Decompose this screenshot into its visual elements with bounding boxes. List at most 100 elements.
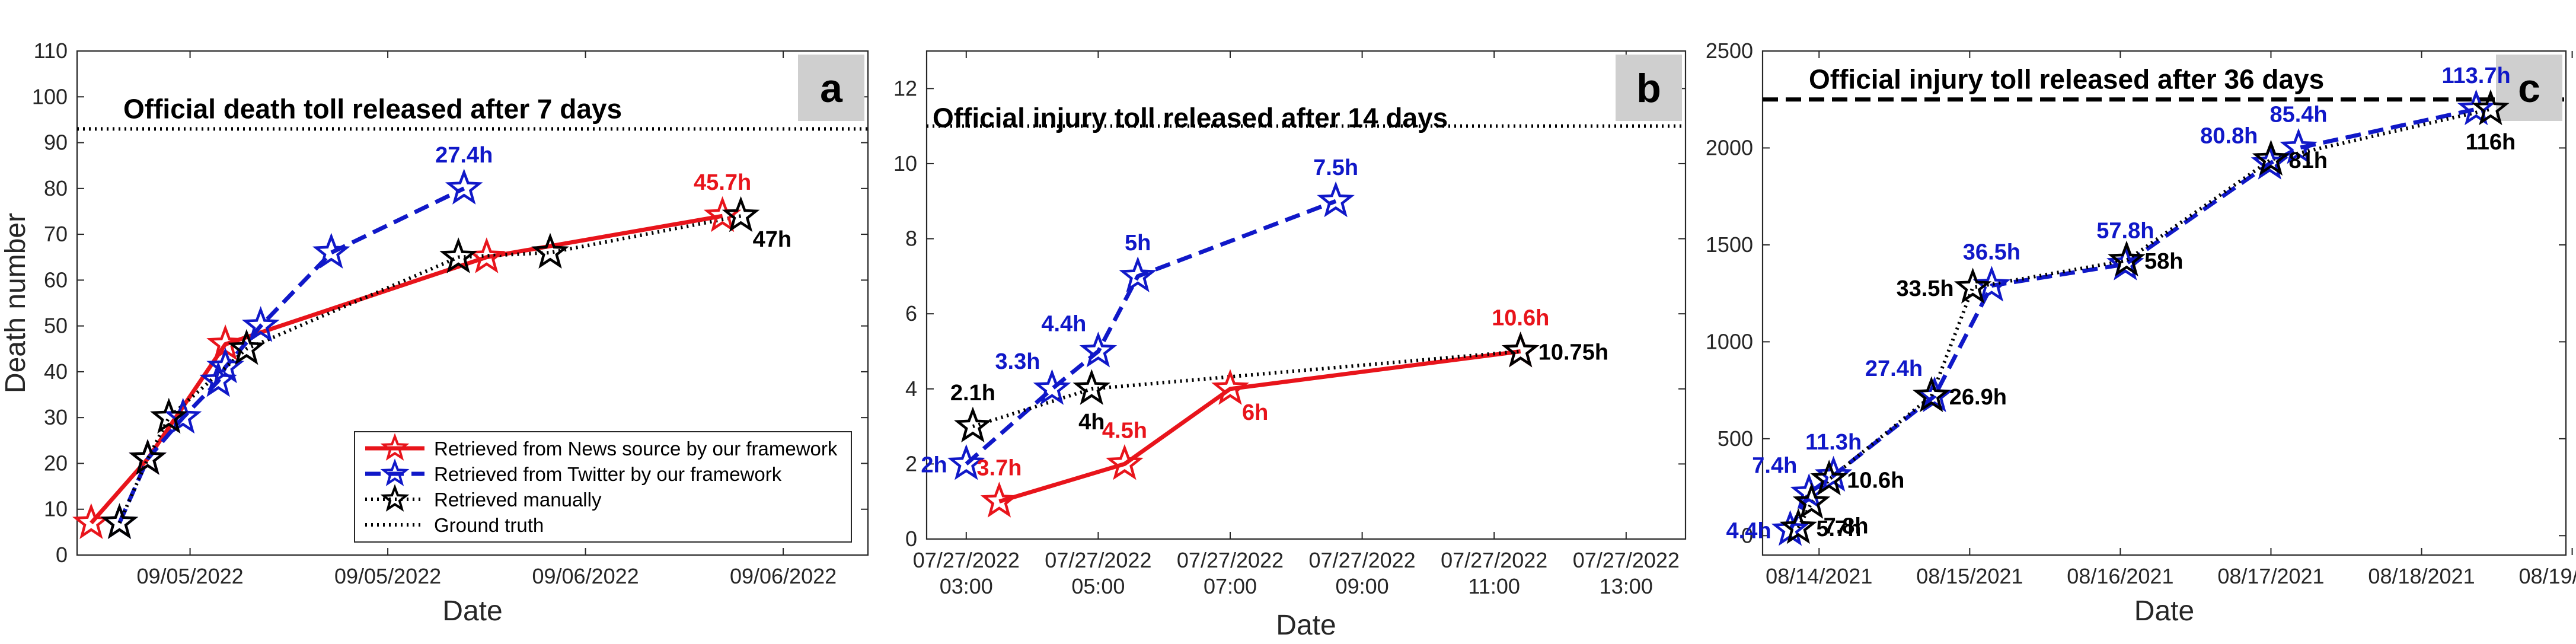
series-line-news bbox=[998, 349, 1521, 504]
x-tick-label: 08/19/2021 bbox=[2518, 564, 2576, 588]
series-line-manual bbox=[117, 214, 742, 524]
data-point-twitter bbox=[1972, 266, 2011, 302]
legend-label-manual: Retrieved manually bbox=[434, 489, 602, 511]
series-line-twitter bbox=[965, 199, 1337, 466]
data-point-manual bbox=[954, 406, 992, 443]
data-point-twitter bbox=[312, 232, 350, 269]
y-tick-label: 60 bbox=[44, 267, 68, 292]
y-tick-label: 2500 bbox=[1706, 39, 1753, 63]
data-point-manual bbox=[2252, 139, 2290, 176]
data-label-news: 3.7h bbox=[976, 456, 1022, 481]
x-tick-label: 08/14/2021 bbox=[1766, 564, 1872, 588]
x-tick-label-date: 07/27/2022 bbox=[1441, 548, 1547, 572]
data-label-manual: 2.1h bbox=[950, 381, 995, 406]
panel-title: Official death toll released after 7 day… bbox=[123, 93, 622, 124]
y-tick-label: 100 bbox=[32, 84, 68, 109]
data-label-twitter: 80.8h bbox=[2200, 124, 2258, 149]
data-label-manual: 33.5h bbox=[1896, 276, 1953, 301]
data-point-manual bbox=[1501, 331, 1540, 368]
data-label-news: 6h bbox=[1242, 400, 1268, 425]
y-tick-label: 8 bbox=[905, 227, 917, 251]
y-tick-label: 70 bbox=[44, 222, 68, 246]
data-point-manual bbox=[439, 237, 478, 273]
data-point-twitter bbox=[1317, 181, 1355, 218]
y-tick-label: 2000 bbox=[1706, 135, 1753, 160]
data-label-manual: 7.8h bbox=[1824, 514, 1869, 539]
data-point-manual bbox=[1072, 369, 1111, 405]
panel-b: 02468101207/27/202203:0007/27/202205:000… bbox=[893, 50, 1687, 641]
legend-marker-news bbox=[380, 433, 410, 461]
axes-box bbox=[76, 50, 869, 556]
data-point-news bbox=[980, 482, 1019, 518]
legend-label-twitter: Retrieved from Twitter by our framework bbox=[434, 463, 782, 485]
legend-marker-manual bbox=[380, 484, 410, 512]
data-point-news bbox=[1106, 444, 1144, 480]
y-tick-label: 6 bbox=[905, 301, 917, 326]
y-axis-label: Death number bbox=[0, 213, 31, 393]
x-axis-label: Date bbox=[2134, 595, 2194, 627]
data-point-manual bbox=[2108, 240, 2146, 277]
data-point-manual bbox=[2472, 89, 2510, 126]
x-tick-label-date: 07/27/2022 bbox=[1573, 548, 1680, 572]
data-point-news bbox=[1211, 369, 1249, 405]
x-tick-label-time: 07:00 bbox=[1204, 574, 1257, 598]
data-label-twitter: 5h bbox=[1125, 231, 1151, 256]
series-line-twitter bbox=[117, 186, 465, 524]
panel-badge bbox=[2496, 55, 2562, 121]
data-point-twitter bbox=[1119, 256, 1157, 292]
x-tick-label: 08/17/2021 bbox=[2217, 564, 2324, 588]
series-line-manual bbox=[972, 349, 1521, 428]
x-tick-label-date: 07/27/2022 bbox=[1045, 548, 1151, 572]
y-tick-label: 500 bbox=[1718, 426, 1753, 451]
data-point-manual bbox=[228, 329, 266, 365]
legend: Retrieved from News source by our framew… bbox=[354, 431, 852, 543]
panel-badge bbox=[1616, 55, 1682, 121]
data-label-news: 10.6h bbox=[1492, 305, 1549, 330]
y-tick-label: 2 bbox=[905, 451, 917, 476]
data-label-manual: 10.6h bbox=[1847, 468, 1904, 493]
data-label-manual: 58h bbox=[2144, 249, 2183, 274]
y-tick-label: 50 bbox=[44, 314, 68, 338]
y-tick-label: 0 bbox=[56, 543, 68, 567]
data-point-twitter bbox=[947, 444, 985, 480]
data-point-manual bbox=[1953, 267, 1992, 304]
legend-label-truth: Ground truth bbox=[434, 514, 544, 536]
data-point-manual bbox=[150, 397, 188, 434]
y-tick-label: 30 bbox=[44, 405, 68, 429]
axes-box bbox=[925, 50, 1687, 540]
legend-marker-twitter bbox=[380, 458, 410, 486]
data-point-manual bbox=[1792, 483, 1831, 519]
data-label-twitter: 57.8h bbox=[2096, 219, 2154, 244]
data-point-manual bbox=[1810, 460, 1849, 496]
x-axis-label: Date bbox=[1276, 610, 1336, 641]
x-tick-label: 09/06/2022 bbox=[730, 564, 837, 588]
data-label-twitter: 3.3h bbox=[995, 349, 1040, 374]
x-tick-label-time: 11:00 bbox=[1469, 574, 1520, 598]
y-tick-label: 10 bbox=[893, 151, 917, 176]
data-point-twitter bbox=[1079, 331, 1118, 368]
data-label-twitter: 36.5h bbox=[1963, 240, 2020, 265]
data-label-news: 4.5h bbox=[1102, 418, 1147, 443]
data-label-twitter: 7.4h bbox=[1752, 453, 1797, 478]
data-label-twitter: 113.7h bbox=[2442, 63, 2511, 88]
y-tick-label: 20 bbox=[44, 451, 68, 475]
data-label-manual: 47h bbox=[753, 227, 791, 252]
panel-label: c bbox=[2518, 66, 2540, 111]
data-label-manual: 116h bbox=[2466, 130, 2516, 155]
panel-title: Official injury toll released after 36 d… bbox=[1809, 64, 2324, 95]
panel-a: 0 10 20 30 40 50 60 70 80 90 100 110 09/05/2022 09/05… bbox=[0, 39, 869, 627]
data-label-twitter: 11.3h bbox=[1805, 430, 1862, 455]
y-tick-label: 1500 bbox=[1706, 232, 1753, 257]
panel-badge bbox=[798, 55, 864, 121]
x-tick-label-time: 13:00 bbox=[1600, 574, 1653, 598]
data-point-twitter bbox=[2280, 128, 2318, 164]
data-label-manual: 26.9h bbox=[1949, 385, 2007, 410]
y-tick-label: 0 bbox=[1741, 523, 1753, 547]
data-point-twitter bbox=[445, 168, 483, 205]
panel-c: 0 500 1000 1500 2000 2500 08/14/2021 08/15/2021… bbox=[1706, 39, 2576, 627]
axes-box bbox=[1761, 50, 2567, 556]
x-tick-label: 09/05/2022 bbox=[136, 564, 243, 588]
y-tick-label: 80 bbox=[44, 176, 68, 200]
y-tick-label: 10 bbox=[44, 497, 68, 521]
